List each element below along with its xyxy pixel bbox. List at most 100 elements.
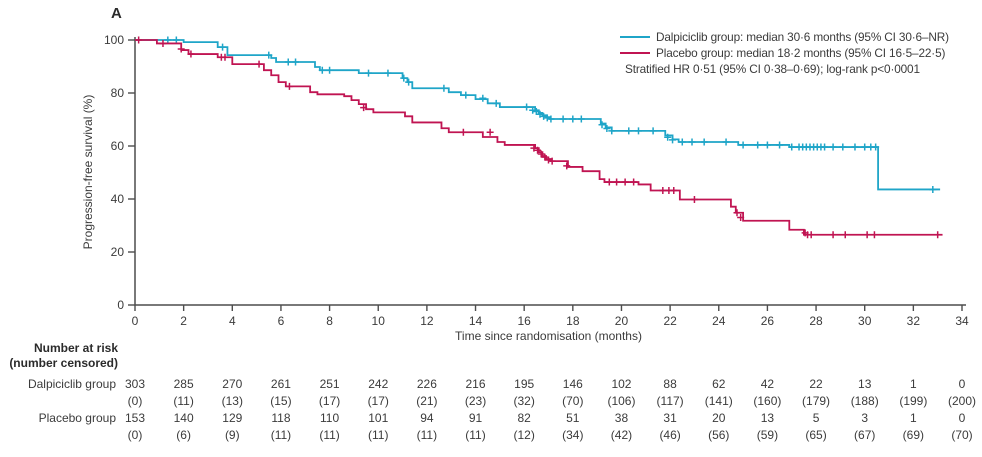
risk-count-cell: 20 [712, 411, 726, 425]
censor-mark [255, 60, 263, 68]
risk-censored-cell: (12) [513, 428, 535, 442]
risk-censored-cell: (70) [951, 428, 973, 442]
risk-count-cell: 261 [270, 377, 291, 391]
legend-row-dalpiciclib: Dalpiciclib group: median 30·6 months (9… [620, 29, 949, 45]
censor-mark [159, 39, 167, 47]
censor-mark [219, 43, 227, 51]
x-tick-label: 8 [326, 314, 333, 328]
dalpiciclib-line-swatch [620, 36, 650, 38]
censor-mark [829, 143, 837, 151]
risk-count-cell: 153 [124, 411, 146, 425]
risk-count-cell: 62 [712, 377, 726, 391]
y-tick-label: 40 [111, 192, 125, 206]
legend-label-dalpiciclib: Dalpiciclib group: median 30·6 months (9… [656, 30, 949, 44]
x-tick-label: 24 [712, 314, 726, 328]
censor-mark [540, 112, 548, 120]
censor-mark [405, 78, 413, 86]
x-tick-label: 12 [420, 314, 434, 328]
censor-mark [603, 125, 611, 133]
risk-censored-cell: (13) [221, 394, 243, 408]
risk-row-label: Placebo group [38, 411, 116, 425]
censor-mark [326, 66, 334, 74]
panel-label: A [111, 5, 122, 22]
censor-mark [863, 231, 871, 239]
legend-stat-note: Stratified HR 0·51 (95% CI 0·38–0·69); l… [625, 62, 920, 76]
censor-mark [492, 99, 500, 107]
y-tick-label: 60 [111, 139, 125, 153]
x-tick-label: 4 [229, 314, 236, 328]
risk-censored-cell: (117) [656, 394, 684, 408]
censor-mark [529, 106, 537, 114]
x-tick-label: 18 [566, 314, 580, 328]
censor-mark [537, 150, 545, 158]
censor-mark [664, 133, 672, 141]
censor-mark [563, 162, 571, 170]
censor-mark [479, 94, 487, 102]
x-tick-label: 20 [615, 314, 629, 328]
censor-mark [400, 74, 408, 82]
censor-mark [829, 231, 837, 239]
risk-censored-cell: (67) [854, 428, 876, 442]
risk-count-cell: 42 [760, 377, 775, 391]
censor-mark [284, 58, 292, 66]
risk-count-cell: 1 [910, 411, 917, 425]
censor-mark [187, 50, 195, 58]
censor-mark [547, 115, 555, 123]
censor-mark [733, 209, 741, 217]
censor-mark [534, 146, 542, 154]
censor-mark [839, 143, 847, 151]
risk-count-cell: 303 [124, 377, 146, 391]
risk-count-cell: 129 [222, 411, 243, 425]
censor-mark [536, 110, 544, 118]
risk-censored-cell: (11) [368, 428, 389, 442]
risk-table-header: Number at risk [33, 341, 118, 355]
censor-mark [365, 69, 373, 77]
risk-count-cell: 3 [861, 411, 869, 425]
x-tick-label: 14 [469, 314, 483, 328]
risk-count-cell: 101 [368, 411, 389, 425]
risk-censored-cell: (11) [173, 394, 194, 408]
censor-mark [625, 127, 633, 135]
risk-censored-cell: (0) [127, 428, 143, 442]
censor-mark [634, 127, 642, 135]
censor-mark [929, 185, 937, 193]
y-tick-label: 0 [117, 298, 124, 312]
y-tick-label: 100 [104, 33, 124, 47]
x-tick-label: 16 [517, 314, 531, 328]
risk-count-cell: 31 [663, 411, 677, 425]
risk-count-cell: 146 [562, 377, 583, 391]
y-tick-label: 20 [111, 245, 125, 259]
censor-mark [530, 144, 538, 152]
censor-mark [598, 121, 606, 129]
risk-count-cell: 1 [910, 377, 917, 391]
censor-mark [934, 231, 942, 239]
censor-mark [559, 115, 567, 123]
censor-mark [265, 51, 273, 59]
risk-censored-cell: (69) [902, 428, 925, 442]
censor-mark [669, 136, 677, 144]
risk-count-cell: 216 [465, 377, 486, 391]
censor-mark [172, 36, 180, 44]
censor-mark [292, 58, 300, 66]
legend-label-placebo: Placebo group: median 18·2 months (95% C… [656, 46, 946, 60]
legend-row-note: Stratified HR 0·51 (95% CI 0·38–0·69); l… [620, 61, 949, 77]
risk-censored-cell: (21) [416, 394, 438, 408]
censor-mark [649, 127, 657, 135]
censor-mark [135, 36, 143, 44]
risk-count-cell: 13 [858, 377, 872, 391]
risk-censored-cell: (42) [610, 428, 633, 442]
risk-count-cell: 22 [809, 377, 823, 391]
risk-censored-cell: (179) [802, 394, 831, 408]
risk-censored-cell: (34) [562, 428, 584, 442]
risk-censored-cell: (199) [899, 394, 928, 408]
censor-mark [861, 143, 869, 151]
censor-mark [630, 178, 638, 186]
risk-censored-cell: (11) [465, 428, 486, 442]
y-tick-label: 80 [111, 86, 125, 100]
risk-table-subheader: (number censored) [9, 356, 118, 370]
risk-censored-cell: (17) [367, 394, 389, 408]
risk-censored-cell: (32) [513, 394, 535, 408]
risk-count-cell: 251 [319, 377, 340, 391]
risk-count-cell: 51 [566, 411, 580, 425]
